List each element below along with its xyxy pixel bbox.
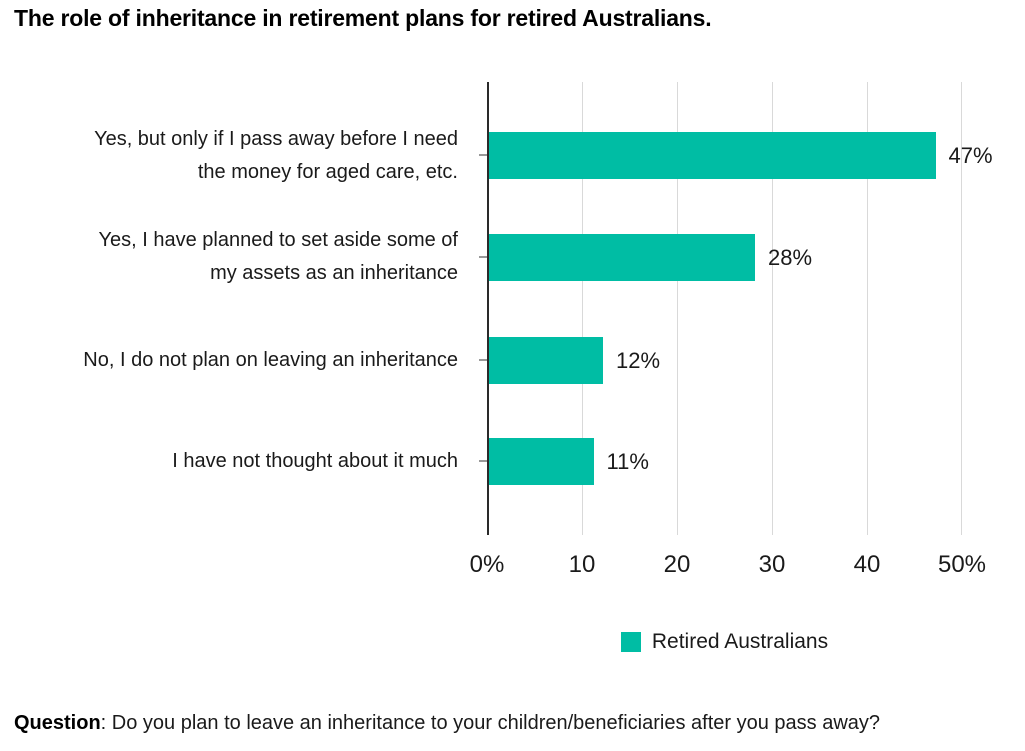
chart-title: The role of inheritance in retirement pl… <box>14 5 712 31</box>
gridline-30 <box>772 82 773 535</box>
bar-row-2: 28% <box>487 234 962 281</box>
y-axis-tick-2 <box>479 256 487 258</box>
gridline-40 <box>867 82 868 535</box>
category-label-4: I have not thought about it much <box>172 449 458 472</box>
category-label-2: Yes, I have planned to set aside some of… <box>98 229 458 284</box>
question-text: : Do you plan to leave an inheritance to… <box>100 712 881 734</box>
bar-row-4: 11% <box>487 438 962 485</box>
x-tick-label-0: 0% <box>469 551 505 578</box>
bar-4 <box>489 438 594 485</box>
x-tick-label-50: 50% <box>937 551 987 578</box>
bar-1 <box>489 132 936 179</box>
bar-value-label-3: 12% <box>616 347 661 373</box>
category-label-1: Yes, but only if I pass away before I ne… <box>94 128 458 183</box>
gridline-10 <box>582 82 583 535</box>
x-tick-label-30: 30 <box>758 551 786 578</box>
bar-value-label-2: 28% <box>768 244 813 270</box>
question-label: Question <box>14 712 101 734</box>
plot-area: 47% 28% 12% 11% <box>479 82 993 535</box>
gridline-50 <box>961 82 962 535</box>
bar-3 <box>489 337 603 384</box>
x-axis-labels: 0% 10 20 30 40 50% <box>470 551 986 581</box>
x-tick-label-40: 40 <box>853 551 881 578</box>
y-axis-line <box>487 82 489 535</box>
gridline-20 <box>677 82 678 535</box>
x-tick-label-10: 10 <box>568 551 596 578</box>
x-tick-label-20: 20 <box>663 551 691 578</box>
bar-value-label-4: 11% <box>606 448 649 474</box>
legend: Retired Australians <box>487 630 962 654</box>
y-axis-tick-1 <box>479 154 487 156</box>
y-axis-tick-4 <box>479 460 487 462</box>
legend-label: Retired Australians <box>651 630 829 653</box>
bar-2 <box>489 234 755 281</box>
category-label-3: No, I do not plan on leaving an inherita… <box>83 348 458 371</box>
bar-value-label-1: 47% <box>948 142 993 168</box>
bar-row-1: 47% <box>487 132 993 179</box>
bar-row-3: 12% <box>487 337 962 384</box>
y-axis-tick-3 <box>479 359 487 361</box>
legend-swatch-icon <box>620 632 641 652</box>
question: Question: Do you plan to leave an inheri… <box>14 712 880 735</box>
